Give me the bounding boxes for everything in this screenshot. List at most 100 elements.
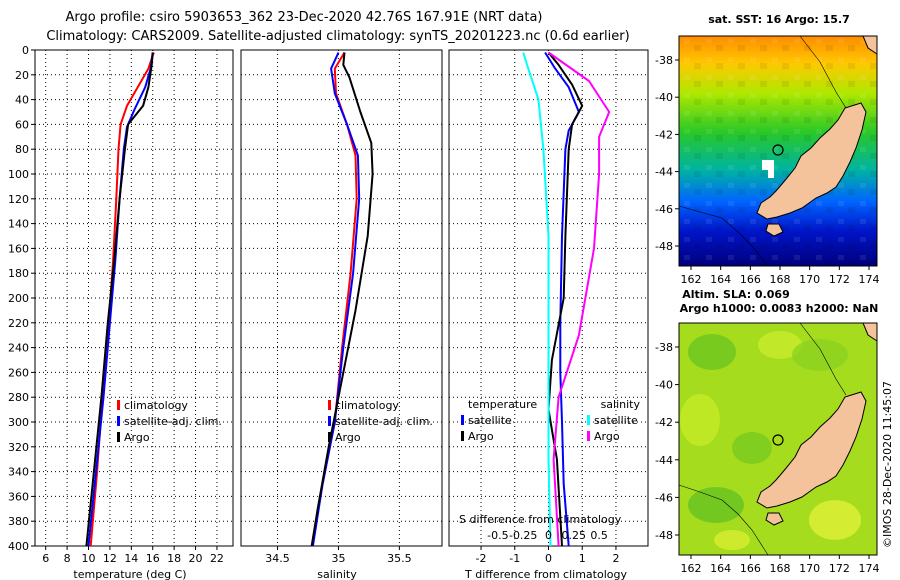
depth-axis-ticks: 0 20 40 60 80 100 120 140 160 180 200 220 240 260 280 3… (8, 44, 35, 553)
difference-legend: temperature satellite Argo salinity sate… (461, 398, 640, 443)
imos-credit: ©IMOS 28-Dec-2020 11:45:07 (881, 381, 894, 548)
legend-climatology: climatology (124, 399, 188, 412)
legend-s-satellite-marker (587, 415, 590, 425)
legend-satellite-marker (117, 416, 120, 426)
y-tick-label: 80 (15, 143, 29, 156)
lat-tick-label: -38 (655, 54, 673, 67)
y-tick-label: 140 (8, 218, 29, 231)
y-tick-label: 220 (8, 317, 29, 330)
lon-tick-label: 168 (770, 562, 791, 575)
temperature-panel: 6 8 10 12 14 16 18 20 22 0 20 40 60 80 100 120 140 160 18… (8, 44, 234, 580)
y-tick-label: 320 (8, 441, 29, 454)
sla-anomaly (758, 331, 802, 359)
legend-s-satellite: satellite (594, 414, 638, 427)
x2-tick-label: 0 (545, 529, 552, 542)
sst-map-title: sat. SST: 16 Argo: 15.7 (708, 13, 850, 26)
lon-tick-label: 164 (710, 273, 731, 286)
lat-tick-label: -40 (655, 379, 673, 392)
x-tick-label: 20 (189, 552, 203, 565)
y-tick-label: 340 (8, 466, 29, 479)
lat-tick-label: -48 (655, 529, 673, 542)
temperature-legend: climatology satellite-adj. clim. Argo (117, 399, 222, 444)
stewart-island (765, 223, 784, 237)
temperature-series (85, 52, 155, 547)
x-tick-label: 1 (579, 552, 586, 565)
legend-t-argo: Argo (468, 430, 494, 443)
lon-tick-label: 166 (740, 273, 761, 286)
x2-tick-label: 0.5 (590, 529, 608, 542)
y-tick-label: 380 (8, 515, 29, 528)
y-tick-label: 60 (15, 118, 29, 131)
legend-argo-marker (117, 432, 120, 442)
series-line-temperature-argo (547, 51, 584, 547)
x-tick-label: -2 (476, 552, 487, 565)
legend-climatology-marker (117, 400, 120, 410)
series-line-argo (85, 52, 154, 547)
legend-s-argo: Argo (594, 430, 620, 443)
lon-tick-label: 170 (799, 562, 820, 575)
new-zealand-south-island (756, 102, 867, 220)
x-tick-label: 35.5 (387, 552, 412, 565)
lat-tick-label: -42 (655, 416, 673, 429)
lon-tick-label: 174 (859, 273, 880, 286)
legend-salinity-title: salinity (601, 398, 641, 411)
x2-tick-label: -0.5 (487, 529, 508, 542)
y-tick-label: 20 (15, 69, 29, 82)
y-tick-label: 200 (8, 292, 29, 305)
salinity-series (310, 51, 374, 547)
series-line-satellite-adj-clim- (311, 52, 361, 547)
salinity-xlabel: salinity (317, 568, 357, 580)
x-tick-label: 8 (64, 552, 71, 565)
sst-map: sat. SST: 16 Argo: 15.7 162 164 166 168 170 1… (655, 13, 879, 286)
sst-map-frame (678, 35, 878, 267)
y-tick-label: 360 (8, 490, 29, 503)
x-tick-label: 6 (42, 552, 49, 565)
lat-tick-label: -48 (655, 240, 673, 253)
legend-t-satellite-marker (461, 415, 464, 425)
y-tick-label: 180 (8, 267, 29, 280)
lon-tick-label: 162 (681, 562, 702, 575)
legend-s-argo-marker (587, 431, 590, 441)
argo-position-marker (772, 144, 784, 156)
y-tick-label: 40 (15, 94, 29, 107)
legend-satellite-adj: satellite-adj. clim. (124, 415, 222, 428)
difference-panel: -2 -1 0 1 2 -0.5 -0.25 0 0.25 0.5 S difference f… (448, 49, 649, 580)
x-tick-label: 16 (146, 552, 160, 565)
legend-t-satellite: satellite (468, 414, 512, 427)
lon-tick-label: 170 (799, 273, 820, 286)
sla-isobath (799, 322, 847, 396)
temperature-grid (35, 49, 233, 547)
x2-tick-label: -0.25 (509, 529, 537, 542)
legend-argo-marker (328, 432, 331, 442)
x-tick-label: 12 (103, 552, 117, 565)
lat-tick-label: -42 (655, 128, 673, 141)
lon-tick-label: 172 (829, 562, 850, 575)
argo-position-marker (772, 434, 784, 446)
series-line-salinity-satellite (522, 52, 552, 547)
lat-tick-label: -44 (655, 454, 673, 467)
t-difference-xlabel: T difference from climatology (464, 568, 627, 580)
t-difference-x-ticks: -2 -1 0 1 2 (476, 546, 619, 565)
lon-tick-label: 162 (681, 273, 702, 286)
lat-tick-label: -46 (655, 491, 673, 504)
sla-map-title-line2: Argo h1000: 0.0083 h2000: NaN (680, 302, 879, 315)
lat-tick-label: -44 (655, 166, 673, 179)
sla-anomaly (680, 394, 720, 446)
x-tick-label: 0 (545, 552, 552, 565)
lon-tick-label: 164 (710, 562, 731, 575)
x-tick-label: 18 (167, 552, 181, 565)
legend-argo: Argo (335, 431, 361, 444)
legend-argo: Argo (124, 431, 150, 444)
temperature-x-ticks: 6 8 10 12 14 16 18 20 22 (42, 546, 224, 565)
sst-missing-data-patch (768, 170, 774, 178)
legend-t-argo-marker (461, 431, 464, 441)
x2-tick-label: 0.25 (562, 529, 587, 542)
sst-isobath (799, 35, 847, 109)
y-tick-label: 120 (8, 193, 29, 206)
sla-map-frame (678, 322, 878, 556)
lon-tick-label: 172 (829, 273, 850, 286)
sst-missing-data-patch (762, 160, 774, 170)
temperature-xlabel: temperature (deg C) (73, 568, 186, 580)
x-tick-label: -1 (509, 552, 520, 565)
